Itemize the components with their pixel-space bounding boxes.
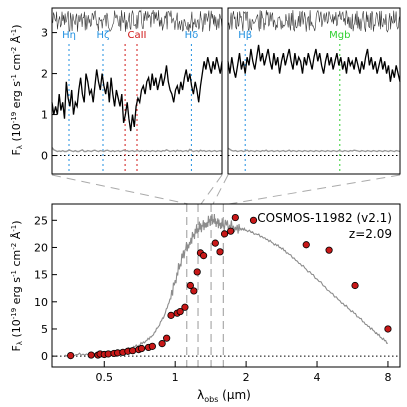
bottom-x-ticks: 0.5 1 2 4 8	[96, 361, 391, 384]
top-left-y-ticks: 0 1 2 3	[41, 27, 57, 163]
photometry-point	[181, 303, 189, 311]
y-tick-label: 3	[41, 27, 48, 40]
y-tick-label: 0	[41, 150, 48, 163]
tr-line-label: Mgb	[329, 30, 350, 41]
photometry-point	[231, 213, 239, 222]
x-tick-label: 0.5	[96, 371, 114, 384]
bottom-y-ticks: 0 5 10 15 20 25	[34, 214, 57, 363]
y-tick-label: 15	[34, 269, 48, 282]
y-tick-label: 10	[34, 296, 48, 309]
top-left-line-labels: Hη Hζ CaII Hδ	[62, 30, 198, 41]
photometry-point	[216, 248, 224, 256]
photometry-point	[163, 334, 171, 342]
photometry-point	[186, 281, 194, 290]
top-left-frame	[51, 7, 223, 175]
top-left-error-spectrum	[51, 146, 223, 153]
photometry-point	[129, 347, 137, 355]
x-tick-label: 2	[243, 371, 250, 384]
photometry-point	[67, 351, 75, 360]
bottom-frame	[51, 203, 401, 368]
top-left-y-axis-label: Fλ (10-19 erg s-1 cm-2 Å-1)	[10, 24, 24, 155]
zoom-connectors	[51, 174, 401, 205]
photometry-point	[87, 351, 95, 359]
object-name-annotation: COSMOS-11982 (v2.1)	[257, 211, 392, 225]
redshift-annotation: z=2.09	[349, 227, 392, 241]
photometry-point	[137, 344, 146, 353]
top-left-noise-band	[51, 9, 223, 32]
top-right-line-markers	[244, 44, 341, 174]
photometry-point	[199, 252, 208, 260]
y-tick-label: 0	[41, 350, 48, 363]
tl-line-label: Hζ	[97, 30, 110, 41]
tl-line-label: CaII	[127, 30, 146, 41]
photometry-point	[325, 246, 333, 254]
top-right-spectrum	[227, 44, 401, 82]
photometry-point	[227, 227, 235, 235]
photometry-point	[211, 239, 219, 247]
photometry-point	[220, 230, 229, 238]
tr-line-label: Hβ	[238, 30, 252, 41]
top-right-error-spectrum	[227, 147, 401, 153]
tr-noise-trace	[227, 9, 401, 33]
photometry-point	[148, 342, 156, 350]
photometry-point	[176, 307, 184, 316]
tl-line-label: Hδ	[185, 30, 199, 41]
y-tick-label: 1	[41, 109, 48, 122]
bottom-panel: 0 5 10 15 20 25 0.5 1 2 4 8 Fλ (10-19 erg s-1 cm-…	[10, 203, 401, 404]
top-left-panel: 0 1 2 3 Fλ (10-19 erg s-1 cm-2 Å-1) Hη Hζ CaI…	[10, 7, 223, 175]
bottom-model-spectrum	[64, 213, 389, 357]
top-right-line-labels: Hβ Mgb	[238, 30, 350, 41]
x-tick-label: 8	[384, 371, 391, 384]
photometry-point	[158, 340, 166, 348]
y-tick-label: 20	[34, 241, 48, 254]
bottom-photometry-points	[67, 213, 392, 360]
y-tick-label: 2	[41, 68, 48, 81]
top-left-spectrum	[51, 57, 223, 132]
photometry-point	[249, 216, 258, 224]
tl-line-label: Hη	[62, 30, 76, 41]
bottom-y-axis-label: Fλ (10-19 erg s-1 cm-2 Å-1)	[10, 220, 24, 351]
tl-noise-trace	[51, 9, 223, 32]
photometry-point	[190, 287, 198, 295]
x-tick-label: 4	[314, 371, 321, 384]
photometry-point	[167, 311, 175, 319]
y-tick-label: 5	[41, 323, 48, 336]
top-right-frame	[227, 7, 401, 175]
bottom-x-axis-label: λobs (μm)	[197, 388, 251, 404]
photometry-point	[384, 325, 392, 333]
y-tick-label: 25	[34, 214, 48, 227]
top-right-noise-band	[227, 9, 401, 33]
top-left-line-markers	[68, 44, 192, 174]
photometry-point	[302, 241, 310, 249]
top-right-panel: Hβ Mgb	[227, 7, 401, 175]
photometry-point	[351, 281, 359, 290]
photometry-point	[193, 268, 201, 276]
x-tick-label: 1	[172, 371, 179, 384]
